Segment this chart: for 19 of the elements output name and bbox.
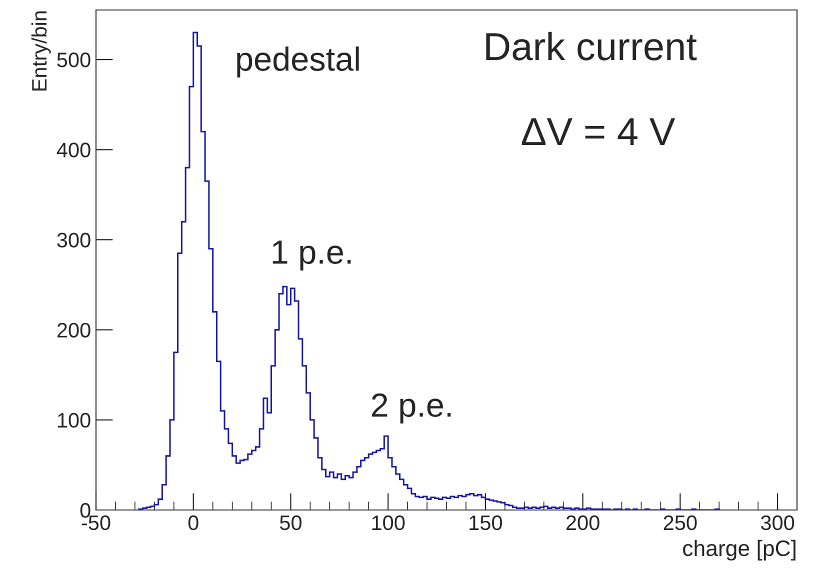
annotation: pedestal [237, 46, 359, 78]
x-axis-title: charge [pC] [683, 540, 796, 561]
x-tick-label: 50 [280, 515, 302, 530]
chart-title: Dark current [486, 32, 697, 60]
x-tick-label: 0 [188, 515, 198, 530]
text: ΔV = 4 V [522, 118, 676, 146]
x-tick-label: 300 [760, 515, 794, 530]
x-tick-label: 250 [664, 515, 697, 530]
annotation: 2 p.e. [372, 393, 451, 424]
x-tick-label: 100 [372, 515, 405, 530]
x-tick-label: 200 [566, 515, 600, 530]
y-tick-label: 200 [57, 322, 90, 338]
y-tick-label: 100 [58, 412, 90, 428]
x-tick-label: 150 [470, 515, 502, 530]
annotation: 1 p.e. [272, 240, 351, 271]
y-tick-label: 300 [57, 232, 90, 248]
y-tick-label: 500 [57, 52, 90, 68]
y-tick-label: 400 [56, 142, 90, 158]
y-axis-title: Entry/bin [31, 11, 51, 90]
